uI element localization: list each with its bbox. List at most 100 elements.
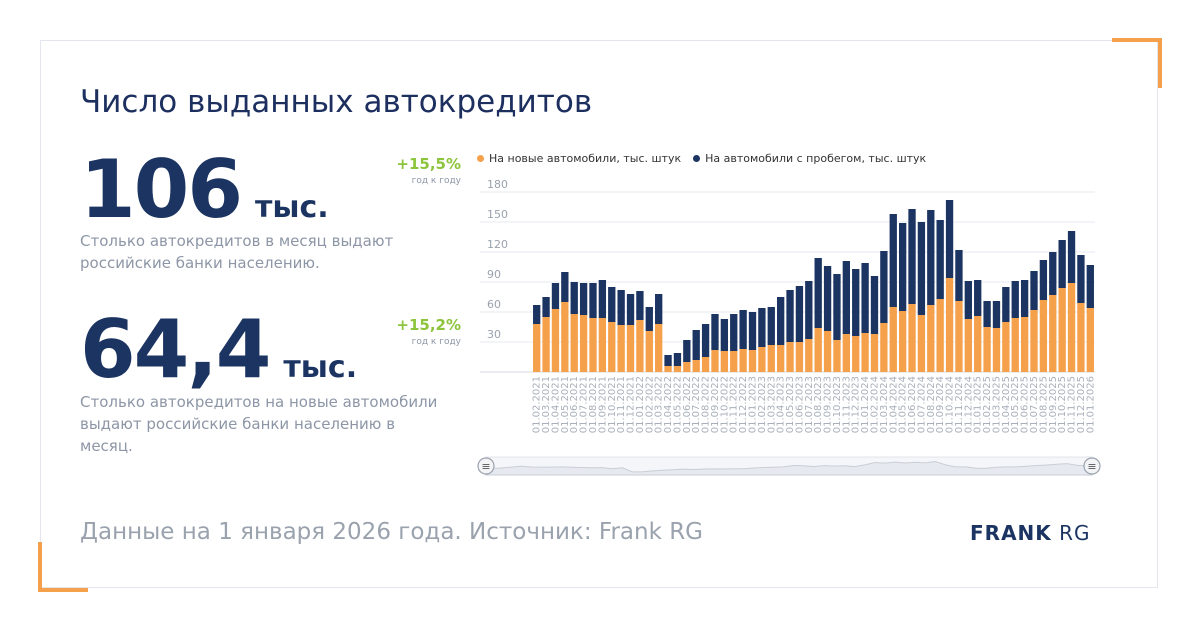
- x-tick-label: 01.06.2021: [569, 376, 580, 433]
- bar-new: [983, 327, 991, 372]
- x-tick-label: 01.12.2024: [963, 376, 974, 433]
- stat-new-growth: +15,2% год к году: [396, 316, 461, 347]
- x-tick-label: 01.03.2024: [879, 376, 890, 433]
- bar-used: [1086, 265, 1094, 308]
- x-tick-label: 01.04.2025: [1001, 376, 1012, 433]
- bar-used: [1067, 231, 1076, 283]
- x-tick-label: 01.11.2021: [616, 376, 627, 433]
- bar-new: [767, 345, 775, 372]
- stat-total: 106 тыс.: [80, 150, 329, 230]
- navigator-handle-right[interactable]: ≡: [1083, 457, 1101, 475]
- bar-used: [795, 286, 804, 342]
- bar-used: [533, 305, 541, 324]
- bar-used: [598, 280, 607, 318]
- x-tick-label: 01.05.2024: [898, 376, 909, 433]
- bar-new: [598, 318, 607, 372]
- bar-used: [617, 290, 625, 325]
- legend-label-new: На новые автомобили, тыс. штук: [489, 152, 682, 165]
- bar-new: [1077, 303, 1085, 372]
- footer-source: Данные на 1 января 2026 года. Источник: …: [80, 519, 703, 545]
- bar-new: [917, 315, 926, 372]
- bar-new: [1039, 300, 1048, 372]
- x-tick-label: 01.10.2023: [832, 376, 843, 433]
- bar-used: [608, 287, 616, 322]
- x-tick-label: 01.11.2022: [729, 376, 740, 433]
- navigator-series: [484, 460, 1093, 476]
- bar-used: [983, 301, 991, 327]
- bar-used: [542, 297, 550, 317]
- bar-used: [720, 319, 729, 351]
- bar-used: [861, 263, 869, 333]
- bar-new: [636, 320, 644, 372]
- stat-total-description: Столько автокредитов в месяц выдают росс…: [80, 232, 394, 272]
- bar-new: [795, 342, 804, 372]
- x-tick-label: 01.05.2025: [1010, 376, 1021, 433]
- brand-logo: FRANK RG: [970, 521, 1091, 545]
- legend-label-used: На автомобили с пробегом, тыс. штук: [705, 152, 927, 165]
- y-tick-label: 150: [487, 208, 508, 221]
- bar-used: [898, 223, 907, 311]
- x-tick-label: 01.01.2025: [973, 376, 984, 433]
- bar-new: [1020, 317, 1029, 372]
- bar-used: [955, 250, 963, 301]
- x-tick-label: 01.12.2021: [626, 376, 637, 433]
- navigator-handle-icon: ≡: [481, 460, 490, 473]
- bar-used: [870, 276, 879, 334]
- x-tick-label: 01.09.2022: [710, 376, 721, 433]
- bar-used: [852, 269, 860, 336]
- bar-new: [833, 340, 841, 372]
- bar-used: [823, 266, 832, 331]
- bar-used: [561, 272, 569, 302]
- x-tick-label: 01.08.2023: [813, 376, 824, 433]
- bar-new: [861, 333, 869, 372]
- x-tick-label: 01.11.2025: [1067, 376, 1078, 433]
- bar-new: [964, 319, 972, 372]
- bar-new: [561, 302, 569, 372]
- bar-used: [589, 283, 597, 318]
- bar-new: [626, 325, 635, 372]
- bar-used: [805, 281, 813, 339]
- stat-total-growth: +15,5% год к году: [396, 155, 461, 186]
- bar-used: [908, 209, 916, 304]
- bar-used: [927, 210, 935, 305]
- bar-new: [805, 339, 813, 372]
- bar-new: [870, 334, 879, 372]
- stat-total-unit: тыс.: [255, 190, 329, 225]
- bar-used: [1020, 280, 1029, 317]
- x-tick-label: 01.04.2023: [776, 376, 787, 433]
- corner-accent-top-right: [1112, 38, 1162, 88]
- bar-used: [992, 301, 1001, 328]
- bar-used: [1011, 281, 1019, 318]
- stat-new-value: 64,4: [80, 303, 271, 396]
- x-tick-label: 01.10.2022: [719, 376, 730, 433]
- x-tick-label: 01.01.2022: [635, 376, 646, 433]
- stat-total-value: 106: [80, 143, 243, 236]
- bar-new: [711, 350, 719, 372]
- bar-new: [533, 324, 541, 372]
- legend-dot-new: [477, 155, 484, 162]
- bar-new: [776, 345, 785, 372]
- x-tick-label: 01.05.2021: [560, 376, 571, 433]
- x-tick-label: 01.09.2023: [823, 376, 834, 433]
- bar-new: [936, 299, 944, 372]
- bar-new: [748, 350, 757, 372]
- legend-item-used[interactable]: На автомобили с пробегом, тыс. штук: [693, 152, 926, 165]
- bar-used: [692, 330, 700, 360]
- x-tick-label: 01.09.2021: [597, 376, 608, 433]
- bar-used: [739, 310, 747, 349]
- bar-used: [1049, 252, 1057, 295]
- bar-used: [636, 291, 644, 320]
- navigator-handle-left[interactable]: ≡: [477, 457, 495, 475]
- x-tick-label: 01.10.2025: [1057, 376, 1068, 433]
- brand-logo-light: RG: [1059, 521, 1091, 545]
- bar-new: [927, 305, 935, 372]
- stacked-bar-chart: 30609012015018001.02.202101.03.202101.04…: [477, 178, 1101, 476]
- legend-item-new[interactable]: На новые автомобили, тыс. штук: [477, 152, 681, 165]
- x-tick-label: 01.07.2022: [691, 376, 702, 433]
- bar-new: [814, 328, 822, 372]
- bar-new: [655, 324, 663, 372]
- bar-used: [673, 353, 682, 366]
- legend-dot-used: [693, 155, 701, 162]
- stat-new-growth-value: +15,2%: [396, 316, 461, 334]
- bar-used: [936, 220, 944, 299]
